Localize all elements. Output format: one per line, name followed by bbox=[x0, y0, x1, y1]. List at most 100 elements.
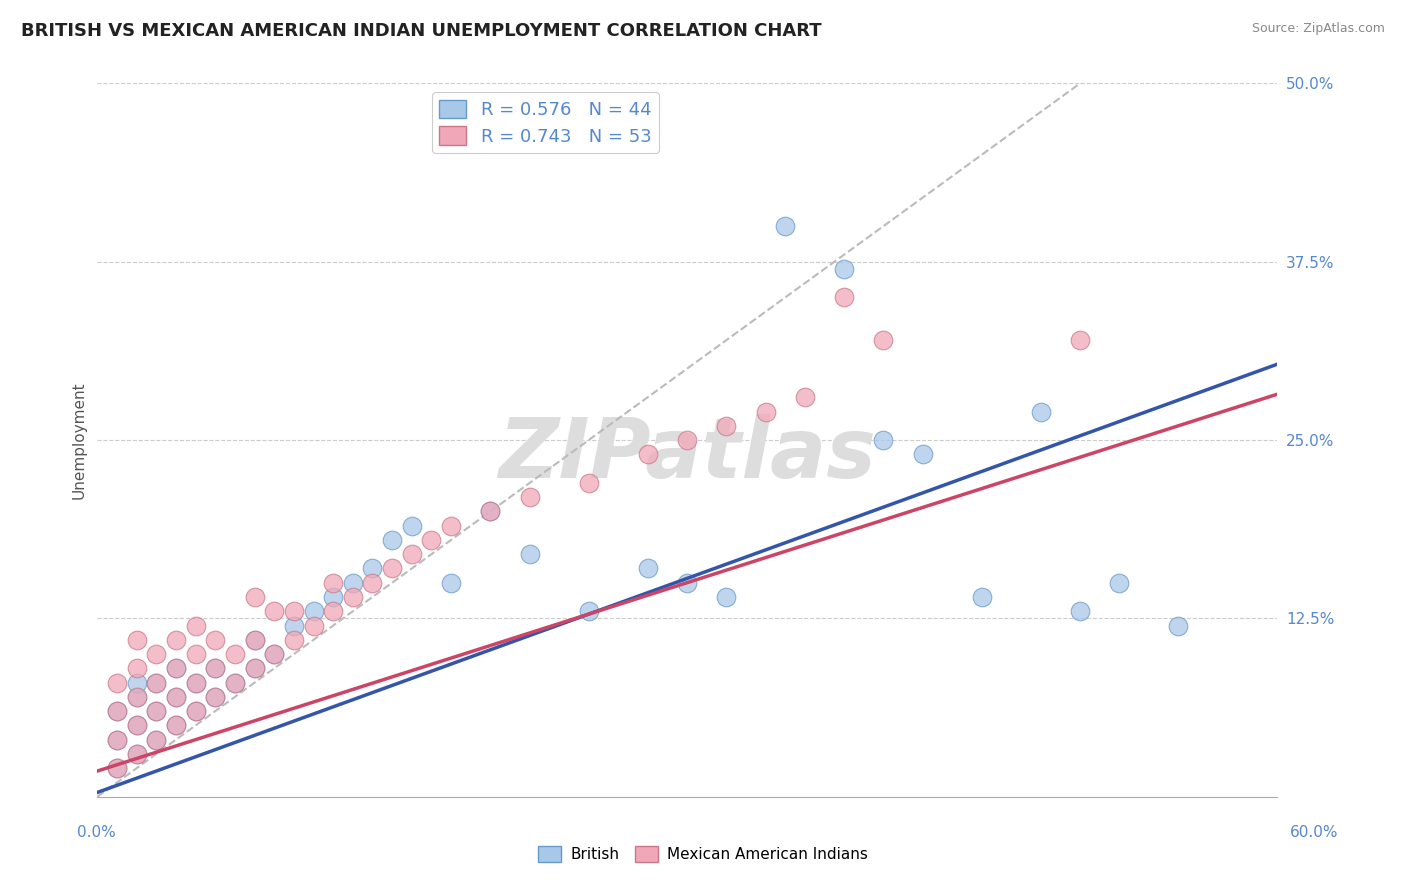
Point bbox=[263, 647, 285, 661]
Point bbox=[204, 690, 226, 704]
Point bbox=[381, 533, 404, 547]
Point bbox=[911, 447, 934, 461]
Point bbox=[420, 533, 443, 547]
Point bbox=[754, 404, 776, 418]
Point bbox=[440, 518, 463, 533]
Point bbox=[125, 661, 148, 675]
Point bbox=[283, 604, 305, 618]
Point bbox=[105, 732, 128, 747]
Point bbox=[322, 590, 344, 604]
Point bbox=[105, 732, 128, 747]
Point bbox=[401, 547, 423, 561]
Point bbox=[578, 475, 600, 490]
Legend: British, Mexican American Indians: British, Mexican American Indians bbox=[533, 840, 873, 868]
Point bbox=[105, 704, 128, 718]
Point bbox=[361, 561, 384, 575]
Point bbox=[637, 561, 659, 575]
Point bbox=[322, 604, 344, 618]
Point bbox=[716, 418, 738, 433]
Point bbox=[145, 732, 167, 747]
Point bbox=[204, 661, 226, 675]
Point bbox=[440, 575, 463, 590]
Point bbox=[204, 632, 226, 647]
Point bbox=[184, 618, 207, 632]
Point bbox=[125, 718, 148, 732]
Text: BRITISH VS MEXICAN AMERICAN INDIAN UNEMPLOYMENT CORRELATION CHART: BRITISH VS MEXICAN AMERICAN INDIAN UNEMP… bbox=[21, 22, 821, 40]
Y-axis label: Unemployment: Unemployment bbox=[72, 381, 86, 499]
Point bbox=[165, 718, 187, 732]
Point bbox=[165, 661, 187, 675]
Point bbox=[832, 261, 855, 276]
Point bbox=[1069, 333, 1091, 347]
Point bbox=[676, 575, 699, 590]
Text: 0.0%: 0.0% bbox=[77, 825, 117, 839]
Point bbox=[793, 390, 815, 404]
Point bbox=[479, 504, 502, 518]
Point bbox=[381, 561, 404, 575]
Point bbox=[716, 590, 738, 604]
Point bbox=[125, 747, 148, 761]
Point bbox=[165, 690, 187, 704]
Point bbox=[184, 675, 207, 690]
Point bbox=[342, 590, 364, 604]
Point bbox=[872, 333, 894, 347]
Point bbox=[125, 632, 148, 647]
Point bbox=[283, 632, 305, 647]
Point bbox=[125, 690, 148, 704]
Point bbox=[243, 632, 266, 647]
Point bbox=[224, 675, 246, 690]
Point bbox=[970, 590, 993, 604]
Point bbox=[263, 647, 285, 661]
Point bbox=[105, 704, 128, 718]
Point bbox=[578, 604, 600, 618]
Point bbox=[872, 433, 894, 447]
Point bbox=[145, 647, 167, 661]
Point bbox=[184, 704, 207, 718]
Point bbox=[184, 647, 207, 661]
Point bbox=[519, 547, 541, 561]
Point bbox=[1167, 618, 1189, 632]
Point bbox=[145, 704, 167, 718]
Point bbox=[773, 219, 796, 233]
Point bbox=[125, 675, 148, 690]
Point bbox=[283, 618, 305, 632]
Point bbox=[105, 761, 128, 775]
Point bbox=[105, 761, 128, 775]
Point bbox=[145, 704, 167, 718]
Point bbox=[322, 575, 344, 590]
Point bbox=[479, 504, 502, 518]
Point bbox=[105, 675, 128, 690]
Point bbox=[243, 590, 266, 604]
Point bbox=[125, 747, 148, 761]
Point bbox=[165, 718, 187, 732]
Point bbox=[832, 290, 855, 304]
Point bbox=[204, 661, 226, 675]
Point bbox=[145, 675, 167, 690]
Point bbox=[165, 661, 187, 675]
Point bbox=[243, 661, 266, 675]
Point bbox=[204, 690, 226, 704]
Point bbox=[145, 675, 167, 690]
Point bbox=[676, 433, 699, 447]
Point bbox=[302, 604, 325, 618]
Point bbox=[1029, 404, 1052, 418]
Point bbox=[342, 575, 364, 590]
Text: Source: ZipAtlas.com: Source: ZipAtlas.com bbox=[1251, 22, 1385, 36]
Point bbox=[243, 632, 266, 647]
Point bbox=[165, 632, 187, 647]
Point bbox=[401, 518, 423, 533]
Point bbox=[224, 647, 246, 661]
Point bbox=[1069, 604, 1091, 618]
Point bbox=[165, 690, 187, 704]
Point bbox=[184, 675, 207, 690]
Point bbox=[243, 661, 266, 675]
Point bbox=[263, 604, 285, 618]
Text: ZIPatlas: ZIPatlas bbox=[498, 414, 876, 495]
Point bbox=[125, 690, 148, 704]
Text: 60.0%: 60.0% bbox=[1291, 825, 1339, 839]
Point bbox=[224, 675, 246, 690]
Point bbox=[637, 447, 659, 461]
Point bbox=[302, 618, 325, 632]
Point bbox=[125, 718, 148, 732]
Point bbox=[1108, 575, 1130, 590]
